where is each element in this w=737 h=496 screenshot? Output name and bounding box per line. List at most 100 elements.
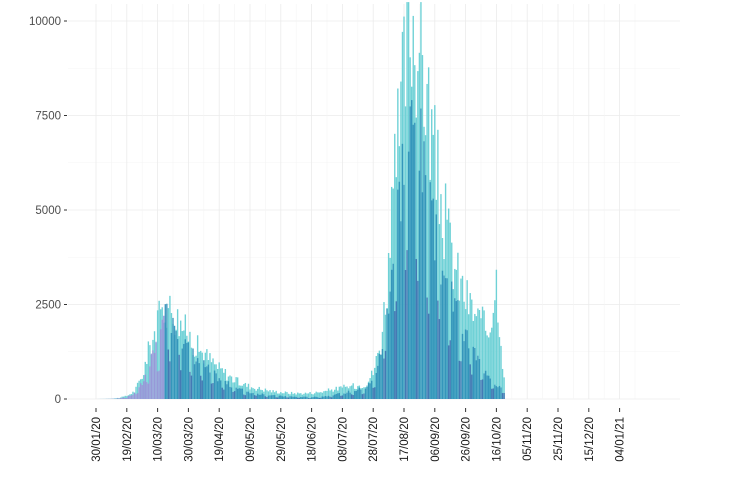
positive-bar — [356, 391, 357, 399]
positive-bar — [217, 381, 218, 399]
positive-bar — [251, 393, 252, 399]
positive-bar — [239, 388, 240, 399]
positive-bar — [403, 185, 404, 399]
positive-bar — [379, 354, 380, 399]
positive-bar — [294, 397, 295, 399]
positive-bar — [346, 393, 347, 399]
positive-bar — [496, 386, 497, 399]
positive-bar — [371, 381, 372, 399]
positive-bar — [485, 371, 486, 399]
positive-bar — [491, 389, 492, 399]
positive-bar — [436, 214, 437, 399]
positive-bar — [243, 395, 244, 399]
positive-bar — [434, 260, 435, 399]
positive-bar — [262, 393, 263, 399]
positive-bar — [365, 389, 366, 399]
positive-bar — [182, 349, 183, 399]
positive-bar — [420, 109, 421, 399]
positive-bar — [169, 361, 170, 399]
x-tick-label: 30/03/20 — [183, 417, 195, 462]
positive-bar — [393, 264, 394, 399]
positive-bar — [328, 396, 329, 399]
positive-bar — [409, 106, 410, 399]
positive-bar — [155, 342, 156, 399]
positive-bar — [234, 391, 235, 399]
positive-bar — [299, 398, 300, 399]
positive-bar — [214, 371, 215, 399]
x-tick-label: 06/09/20 — [430, 417, 442, 462]
positive-bar — [149, 366, 150, 399]
positive-bar — [329, 397, 330, 399]
positive-bar — [254, 395, 255, 399]
positive-bar — [140, 383, 141, 399]
positive-bar — [500, 387, 501, 399]
positive-bar — [414, 123, 415, 399]
positive-bar — [302, 397, 303, 399]
positive-bar — [340, 396, 341, 399]
positive-bar — [476, 360, 477, 399]
positive-bar — [279, 396, 280, 399]
positive-bar — [131, 395, 132, 399]
positive-bar — [292, 397, 293, 399]
positive-bar — [180, 370, 181, 399]
positive-bar — [440, 284, 441, 399]
positive-bar — [205, 367, 206, 399]
positive-bar — [160, 329, 161, 399]
positive-bar — [470, 364, 471, 399]
positive-bar — [477, 356, 478, 399]
positive-bar — [453, 312, 454, 399]
tested-bar — [494, 300, 495, 399]
positive-bar — [396, 301, 397, 399]
positive-bar — [248, 392, 249, 399]
positive-bar — [117, 398, 118, 399]
positive-bar — [462, 334, 463, 399]
x-tick-label: 19/02/20 — [122, 417, 134, 462]
positive-bar — [265, 396, 266, 399]
positive-bar — [291, 396, 292, 399]
positive-bar — [309, 398, 310, 399]
positive-bar — [413, 125, 414, 399]
positive-bar — [132, 395, 133, 399]
y-tick-label: 10000 — [29, 16, 61, 28]
positive-bar — [493, 388, 494, 399]
positive-bar — [402, 144, 403, 399]
positive-bar — [439, 319, 440, 399]
positive-bar — [191, 376, 192, 399]
positive-bar — [386, 309, 387, 399]
positive-bar — [448, 345, 449, 399]
positive-bar — [366, 387, 367, 399]
positive-bar — [219, 378, 220, 399]
positive-bar — [425, 175, 426, 399]
positive-bar — [473, 347, 474, 399]
positive-bar — [228, 381, 229, 399]
positive-bar — [359, 388, 360, 399]
positive-bar — [151, 354, 152, 399]
positive-bar — [488, 376, 489, 399]
positive-bar — [482, 379, 483, 399]
positive-bar — [376, 373, 377, 399]
y-tick-label: 7500 — [35, 111, 61, 123]
positive-bar — [474, 348, 475, 399]
positive-bar — [437, 301, 438, 399]
positive-bar — [460, 361, 461, 399]
x-tick-label: 19/04/20 — [214, 417, 226, 462]
positive-bar — [391, 270, 392, 399]
x-tick-label: 05/11/20 — [522, 417, 534, 461]
positive-bar — [479, 359, 480, 399]
positive-bar — [429, 182, 430, 399]
positive-bar — [194, 364, 195, 399]
x-tick-label: 18/06/20 — [307, 417, 319, 462]
positive-bar — [249, 393, 250, 399]
positive-bar — [373, 388, 374, 399]
positive-bar — [400, 221, 401, 399]
positive-bar — [235, 388, 236, 399]
positive-bar — [280, 395, 281, 399]
positive-bar — [120, 398, 121, 399]
positive-bar — [397, 190, 398, 399]
x-tick-label: 26/09/20 — [461, 417, 473, 462]
positive-bar — [311, 397, 312, 399]
positive-bar — [480, 380, 481, 399]
positive-bar — [200, 376, 201, 399]
positive-bar — [503, 393, 504, 399]
